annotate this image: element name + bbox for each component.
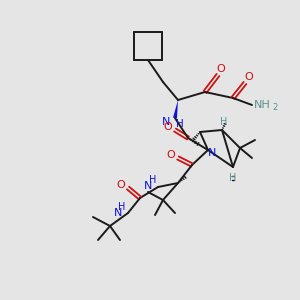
Text: H: H <box>229 173 237 183</box>
Text: H: H <box>220 117 228 127</box>
Text: 2: 2 <box>272 103 278 112</box>
Text: O: O <box>244 72 253 82</box>
Text: N: N <box>114 208 122 218</box>
Text: H: H <box>149 175 157 185</box>
Text: O: O <box>167 150 176 160</box>
Text: NH: NH <box>254 100 270 110</box>
Text: H: H <box>118 202 126 212</box>
Text: O: O <box>217 64 225 74</box>
Text: O: O <box>117 180 125 190</box>
Polygon shape <box>173 100 178 118</box>
Text: N: N <box>162 117 170 127</box>
Text: N: N <box>208 148 216 158</box>
Text: N: N <box>144 181 152 191</box>
Text: O: O <box>164 122 172 132</box>
Text: H: H <box>176 119 184 129</box>
